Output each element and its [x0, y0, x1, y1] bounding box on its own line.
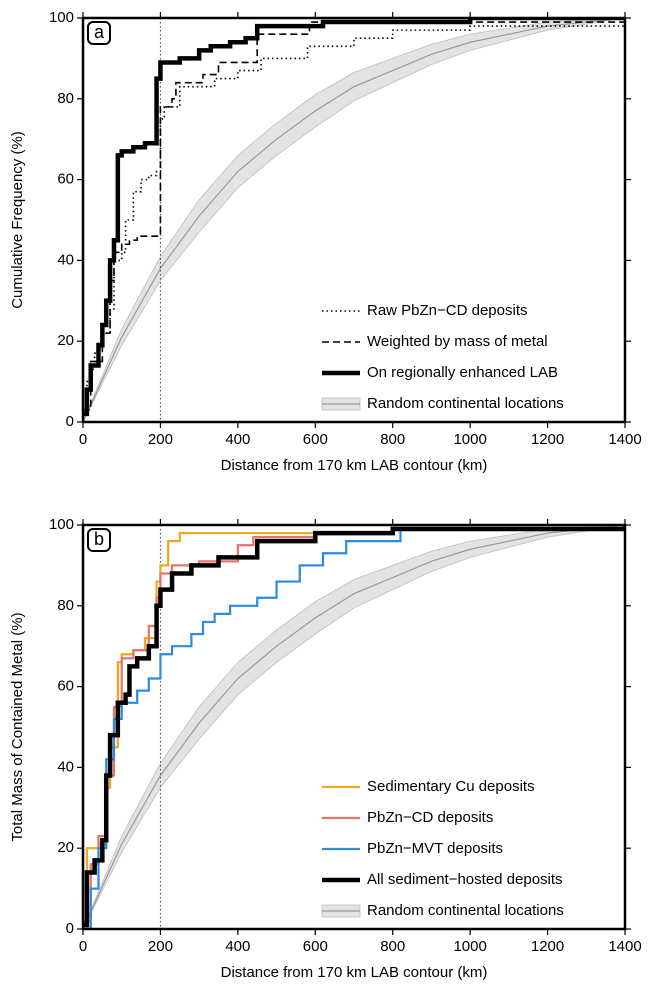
plot-area: [83, 18, 625, 422]
y-tick-label: 0: [66, 920, 74, 937]
legend-label: All sediment−hosted deposits: [367, 871, 563, 888]
y-tick-label: 20: [57, 332, 74, 349]
legend-label: On regionally enhanced LAB: [367, 364, 558, 381]
legend-label: PbZn−CD deposits: [367, 809, 493, 826]
x-tick-label: 1000: [453, 938, 486, 955]
y-tick-label: 20: [57, 839, 74, 856]
x-tick-label: 1000: [453, 431, 486, 448]
x-tick-label: 200: [148, 431, 173, 448]
y-tick-label: 40: [57, 251, 74, 268]
legend-label: Random continental locations: [367, 395, 564, 412]
legend-label: Sedimentary Cu deposits: [367, 778, 535, 795]
confidence-band: [83, 18, 625, 422]
y-tick-label: 100: [49, 516, 74, 533]
x-tick-label: 800: [380, 431, 405, 448]
panel-label-box: [87, 528, 111, 552]
legend-label: Random continental locations: [367, 902, 564, 919]
panel-label-box: [87, 21, 111, 45]
series-line: [83, 18, 625, 422]
x-tick-label: 0: [79, 431, 87, 448]
plot-frame: [81, 16, 627, 424]
y-axis-label: Total Mass of Contained Metal (%): [9, 612, 26, 841]
x-tick-label: 600: [303, 938, 328, 955]
x-tick-label: 0: [79, 938, 87, 955]
x-tick-label: 400: [225, 938, 250, 955]
x-tick-label: 400: [225, 431, 250, 448]
x-tick-label: 1400: [608, 938, 641, 955]
y-axis-label: Cumulative Frequency (%): [9, 131, 26, 309]
legend-label: PbZn−MVT deposits: [367, 840, 503, 857]
plot-frame: [81, 523, 627, 931]
y-tick-label: 60: [57, 171, 74, 188]
y-tick-label: 80: [57, 90, 74, 107]
x-axis-label: Distance from 170 km LAB contour (km): [221, 457, 488, 474]
series-line: [83, 18, 625, 411]
x-axis-label: Distance from 170 km LAB contour (km): [221, 964, 488, 981]
plot-area: [83, 525, 625, 929]
x-tick-label: 1400: [608, 431, 641, 448]
y-tick-label: 60: [57, 678, 74, 695]
x-tick-label: 1200: [531, 431, 564, 448]
x-tick-label: 800: [380, 938, 405, 955]
series-line: [83, 525, 625, 929]
y-tick-label: 0: [66, 413, 74, 430]
series-line: [83, 18, 625, 417]
x-tick-label: 200: [148, 938, 173, 955]
x-tick-label: 1200: [531, 938, 564, 955]
confidence-band: [83, 525, 625, 929]
legend-label: Raw PbZn−CD deposits: [367, 302, 528, 319]
y-tick-label: 100: [49, 9, 74, 26]
panel-label: a: [94, 22, 105, 42]
legend-label: Weighted by mass of metal: [367, 333, 548, 350]
series-line: [83, 525, 625, 928]
panel-label: b: [94, 529, 104, 549]
x-tick-label: 600: [303, 431, 328, 448]
y-tick-label: 80: [57, 597, 74, 614]
y-tick-label: 40: [57, 758, 74, 775]
